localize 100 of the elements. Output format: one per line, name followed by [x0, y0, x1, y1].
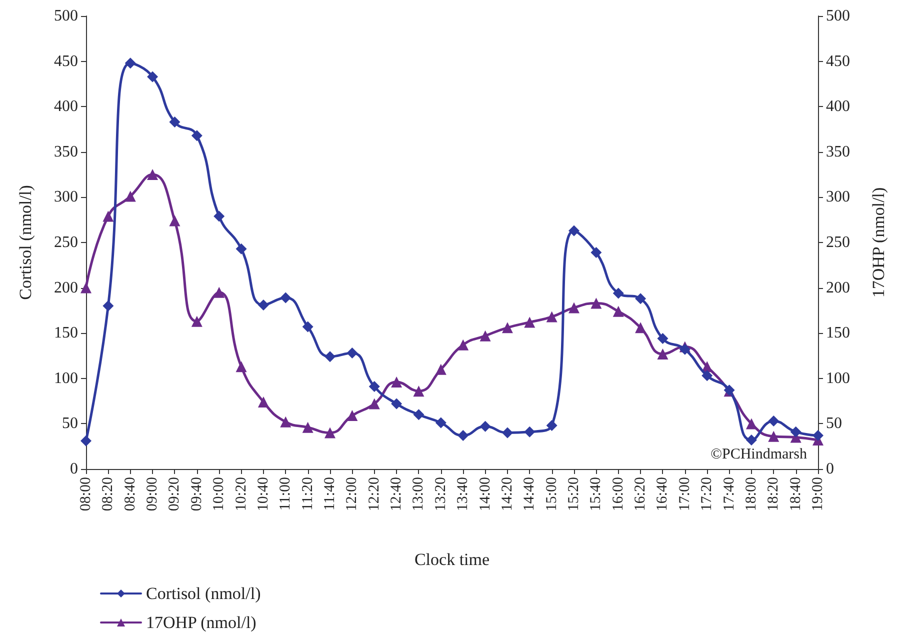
x-tick-label: 16:20 [632, 477, 649, 512]
x-tick-label: 18:20 [766, 477, 782, 512]
y2-tick-label: 400 [826, 98, 850, 116]
point [657, 333, 668, 344]
x-tick-label: 14:20 [499, 477, 516, 512]
x-tick-label: 10:40 [255, 477, 272, 512]
y-tick-label: 450 [54, 52, 78, 70]
x-tick-label: 13:20 [432, 477, 449, 512]
x-tick-label: 08:20 [100, 477, 116, 512]
y-tick-label: 350 [54, 143, 78, 160]
point [346, 348, 358, 359]
y-tick-label: 100 [54, 370, 78, 387]
point [80, 282, 92, 294]
y-tick-label: 300 [54, 188, 78, 206]
y2-axis-title: 17OHP (nmol/l) [869, 187, 888, 298]
y2-tick-label: 250 [826, 234, 850, 251]
x-tick-label: 15:40 [588, 477, 604, 512]
x-tick-label: 11:20 [300, 477, 316, 511]
y-tick-label: 150 [54, 324, 78, 342]
point [302, 321, 314, 332]
point [124, 190, 136, 202]
point [746, 418, 757, 430]
x-tick-label: 09:00 [144, 477, 161, 512]
y-tick-label: 200 [54, 279, 78, 296]
x-tick-label: 17:00 [676, 477, 693, 512]
point [590, 246, 602, 258]
x-tick-label: 10:00 [211, 477, 228, 512]
point [657, 348, 668, 360]
y2-tick-label: 100 [826, 370, 850, 387]
point [480, 330, 491, 342]
point [236, 361, 247, 372]
x-tick-label: 16:40 [654, 477, 671, 512]
point [280, 292, 292, 304]
x-tick-label: 09:40 [188, 477, 205, 512]
x-tick-label: 17:20 [699, 477, 716, 512]
point [169, 116, 180, 128]
x-tick-label: 15:00 [544, 477, 560, 512]
point [546, 420, 558, 432]
point [635, 322, 646, 334]
x-tick-label: 17:40 [721, 477, 738, 512]
x-tick-label: 19:00 [810, 477, 826, 512]
y-tick-label: 250 [54, 234, 78, 251]
y-tick-label: 500 [54, 8, 78, 24]
point [413, 386, 424, 397]
point [147, 169, 158, 180]
x-tick-label: 12:00 [344, 477, 360, 512]
point [480, 420, 491, 432]
point [812, 430, 824, 441]
point [80, 435, 92, 446]
point [368, 381, 380, 392]
y2-tick-label: 500 [826, 8, 850, 24]
point [236, 243, 247, 254]
x-tick-label: 08:40 [122, 477, 138, 512]
point [679, 344, 690, 355]
point [258, 396, 269, 408]
point [413, 409, 424, 420]
point [191, 316, 202, 327]
y2-tick-label: 350 [826, 143, 850, 160]
point [324, 427, 336, 438]
point [524, 316, 536, 328]
x-tick-label: 13:40 [455, 477, 472, 512]
x-axis-title: Clock time [414, 550, 490, 569]
legend-label: Cortisol (nmol/l) [146, 584, 261, 603]
y2-tick-label: 150 [826, 324, 850, 342]
point [458, 339, 469, 350]
point [102, 210, 114, 222]
y2-tick-label: 300 [826, 188, 850, 206]
x-tick-label: 18:40 [788, 477, 804, 512]
point [169, 215, 180, 226]
x-tick-label: 12:40 [388, 477, 405, 512]
point [612, 288, 624, 299]
y2-tick-label: 200 [826, 279, 850, 296]
point [324, 351, 336, 362]
x-tick-label: 18:00 [743, 477, 760, 512]
point [502, 427, 513, 438]
point [502, 322, 513, 334]
point [391, 376, 402, 388]
point [590, 298, 602, 309]
y2-tick-label: 450 [826, 52, 850, 70]
y2-tick-label: 50 [826, 415, 842, 432]
y-tick-label: 400 [54, 98, 78, 116]
y-axis-title: Cortisol (nmol/l) [16, 185, 35, 300]
y-tick-label: 0 [70, 460, 78, 478]
point [391, 398, 402, 410]
y2-tick-label: 0 [826, 460, 834, 478]
x-tick-label: 09:20 [166, 477, 183, 512]
point [214, 210, 225, 222]
point [546, 311, 558, 322]
point [612, 306, 624, 317]
point [746, 434, 757, 446]
point [258, 300, 269, 311]
x-tick-label: 13:00 [410, 477, 427, 512]
point [524, 426, 536, 438]
point [191, 130, 202, 142]
point [280, 416, 292, 428]
x-tick-label: 08:00 [78, 477, 94, 512]
point [124, 58, 136, 69]
point [435, 417, 446, 428]
point [458, 430, 469, 441]
x-tick-label: 10:20 [233, 477, 250, 512]
